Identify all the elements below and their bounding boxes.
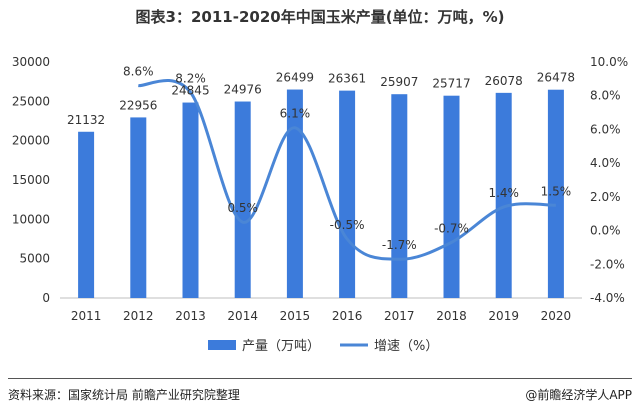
- x-tick-label: 2015: [280, 309, 311, 323]
- y-left-tick-label: 25000: [12, 94, 50, 108]
- growth-line: [138, 79, 556, 261]
- bar-value-label: 24976: [224, 83, 262, 97]
- y-right-tick-label: -2.0%: [590, 257, 625, 271]
- bar: [391, 94, 408, 298]
- bar-value-label: 22956: [119, 98, 157, 112]
- bar-value-label: 26078: [485, 74, 523, 88]
- bar: [443, 95, 460, 298]
- y-left-tick-label: 5000: [19, 252, 50, 266]
- y-right-tick-label: -4.0%: [590, 291, 625, 305]
- chart-title: 图表3：2011-2020年中国玉米产量(单位：万吨，%): [135, 8, 505, 26]
- bar-value-label: 25717: [432, 77, 470, 91]
- y-right-tick-label: 8.0%: [590, 89, 621, 103]
- bar: [547, 89, 564, 299]
- bar: [339, 90, 356, 298]
- growth-value-label: -0.7%: [434, 221, 469, 235]
- x-tick-label: 2013: [175, 309, 206, 323]
- growth-value-label: 1.4%: [488, 186, 519, 200]
- legend-bar-label: 产量（万吨）: [242, 339, 320, 354]
- growth-value-label: 8.6%: [123, 65, 154, 79]
- footer-divider: [8, 378, 632, 379]
- y-right-tick-label: 6.0%: [590, 122, 621, 136]
- growth-value-label: 8.2%: [175, 71, 206, 85]
- legend-bar-swatch: [208, 340, 236, 350]
- y-right-tick-label: 10.0%: [590, 55, 628, 69]
- y-left-tick-label: 15000: [12, 173, 50, 187]
- x-tick-label: 2012: [123, 309, 154, 323]
- x-tick-label: 2016: [332, 309, 363, 323]
- y-left-tick-label: 20000: [12, 134, 50, 148]
- x-tick-label: 2020: [541, 309, 572, 323]
- bar-value-label: 21132: [67, 113, 105, 127]
- y-right-tick-label: 2.0%: [590, 190, 621, 204]
- bar: [182, 102, 199, 298]
- growth-value-label: -0.5%: [330, 218, 365, 232]
- x-tick-label: 2017: [384, 309, 415, 323]
- bar: [234, 101, 251, 299]
- x-tick-label: 2011: [71, 309, 102, 323]
- growth-value-label: 0.5%: [227, 201, 258, 215]
- source-note: 资料来源：国家统计局 前瞻产业研究院整理: [8, 388, 240, 402]
- credit-note: @前瞻经济学人APP: [525, 388, 632, 402]
- y-left-tick-label: 10000: [12, 212, 50, 226]
- bar-value-label: 24845: [171, 84, 209, 98]
- x-tick-label: 2018: [436, 309, 467, 323]
- bar: [130, 117, 147, 298]
- y-right-tick-label: 4.0%: [590, 156, 621, 170]
- growth-value-label: 1.5%: [541, 184, 572, 198]
- bar: [286, 89, 303, 298]
- bar: [495, 92, 512, 299]
- bar-value-label: 25907: [380, 75, 418, 89]
- x-tick-label: 2019: [488, 309, 519, 323]
- growth-value-label: 6.1%: [280, 107, 311, 121]
- y-left-tick-label: 0: [42, 291, 50, 305]
- bar-value-label: 26499: [276, 71, 314, 85]
- legend-line-label: 增速（%）: [374, 339, 438, 354]
- growth-value-label: -1.7%: [382, 238, 417, 252]
- bar: [78, 131, 95, 298]
- bar-value-label: 26361: [328, 72, 366, 86]
- y-left-tick-label: 30000: [12, 55, 50, 69]
- y-right-tick-label: 0.0%: [590, 224, 621, 238]
- bar-value-label: 26478: [537, 71, 575, 85]
- x-tick-label: 2014: [227, 309, 258, 323]
